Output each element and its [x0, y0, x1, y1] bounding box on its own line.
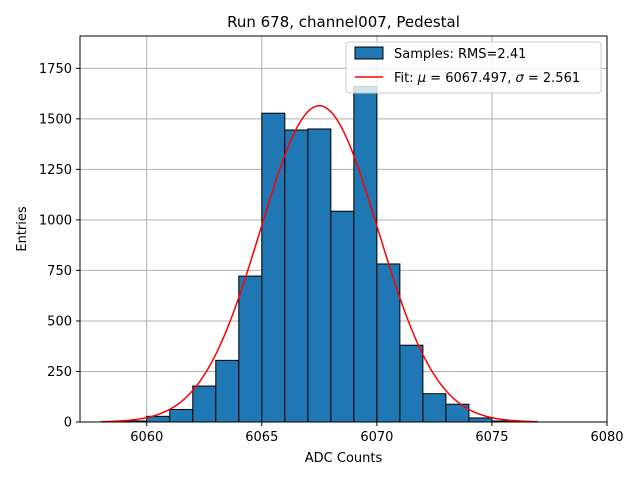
x-axis-ticks: 6060 6065 6070 6075 6080 [130, 422, 624, 445]
fit-curve-layer [100, 104, 538, 423]
histogram-bar [422, 393, 447, 423]
legend-fit-mu-value: = 6067.497, [426, 71, 515, 86]
histogram-bar [307, 128, 332, 423]
x-tick-label: 6080 [590, 430, 623, 445]
histogram-bar [353, 86, 378, 423]
chart-title: Run 678, channel007, Pedestal [227, 13, 460, 31]
x-axis-label: ADC Counts [305, 451, 383, 466]
y-tick-label: 1250 [39, 163, 72, 178]
x-tick-label: 6070 [360, 430, 393, 445]
y-tick-label: 1500 [39, 112, 72, 127]
x-tick-label: 6075 [475, 430, 508, 445]
y-tick-label: 1000 [39, 213, 72, 228]
histogram-bar [215, 359, 240, 423]
histogram-bar [169, 408, 194, 423]
x-tick-label: 6060 [130, 430, 163, 445]
x-tick-label: 6065 [245, 430, 278, 445]
legend-fit-mu-symbol: μ [417, 71, 426, 86]
plot-frame [79, 35, 608, 423]
histogram-bar [238, 275, 263, 423]
legend-box [345, 41, 602, 94]
y-tick-label: 0 [64, 416, 72, 431]
legend-histogram-swatch [354, 46, 384, 60]
histogram-bar [192, 385, 217, 423]
y-tick-label: 1750 [39, 62, 72, 77]
y-axis-label: Entries [15, 206, 30, 252]
legend-fit-sigma-value: = 2.561 [524, 71, 580, 86]
histogram-bar [330, 210, 355, 423]
y-tick-label: 250 [47, 365, 72, 380]
histogram-bar [284, 129, 309, 423]
y-tick-label: 500 [47, 314, 72, 329]
fit-curve [100, 104, 538, 423]
legend-histogram-label: Samples: RMS=2.41 [394, 47, 526, 62]
legend: Samples: RMS=2.41 Fit: μ = 6067.497, σ =… [345, 41, 602, 94]
legend-fit-prefix: Fit: [394, 71, 418, 86]
histogram-bar [399, 344, 424, 423]
histogram-bar [468, 417, 493, 423]
histogram-bar [261, 112, 286, 423]
y-axis-ticks: 0 250 500 750 1000 1250 1500 1750 [39, 62, 80, 431]
legend-fit-sigma-symbol: σ [516, 71, 525, 86]
y-tick-label: 750 [47, 264, 72, 279]
legend-fit-label: Fit: μ = 6067.497, σ = 2.561 [394, 71, 580, 86]
histogram-bars [123, 86, 516, 423]
